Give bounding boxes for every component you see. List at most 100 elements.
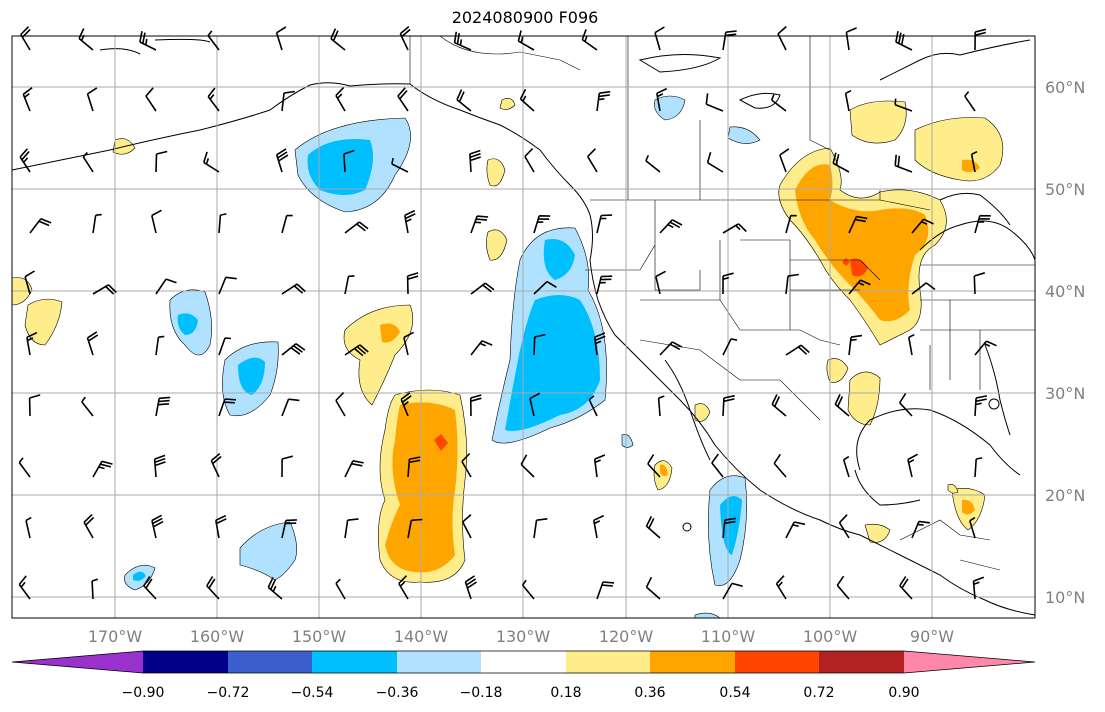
wind-barb — [151, 209, 162, 234]
wind-barb — [533, 518, 548, 539]
wind-barb — [453, 31, 472, 51]
wind-barb — [593, 514, 605, 539]
wind-barb — [647, 454, 661, 478]
wind-barb — [974, 457, 983, 478]
wind-barbs — [18, 25, 997, 600]
wind-barb — [151, 514, 164, 539]
wind-barb — [281, 455, 294, 478]
cbar-label-8: 0.72 — [803, 685, 834, 701]
wind-barb — [139, 31, 157, 51]
wind-barb — [655, 270, 666, 295]
wind-barb — [587, 148, 598, 173]
wind-barb — [275, 148, 289, 173]
wind-barb — [593, 454, 606, 478]
wind-barb — [210, 452, 222, 478]
wind-barb — [81, 396, 94, 417]
lon-tick-140w: 140°W — [394, 627, 449, 646]
cbar-label-3: −0.36 — [376, 685, 419, 701]
wind-barb — [844, 89, 852, 112]
wind-barb — [143, 576, 157, 600]
wind-barb — [461, 514, 472, 539]
wind-barb — [722, 223, 747, 234]
wind-barb — [911, 520, 930, 539]
lon-tick-labels: 170°W 160°W 150°W 140°W 130°W 120°W 110°… — [88, 627, 954, 646]
cbar-extend-low — [12, 651, 143, 673]
wind-barb — [155, 150, 168, 173]
wind-barb — [281, 90, 296, 112]
lon-tick-120w: 120°W — [599, 627, 654, 646]
wind-barb — [391, 157, 409, 173]
graticule — [12, 36, 1035, 618]
cbar-segment — [228, 651, 312, 673]
wind-barb — [722, 517, 736, 539]
lat-tick-labels: 60°N 50°N 40°N 30°N 20°N 10°N — [1045, 78, 1085, 607]
wind-barb — [596, 275, 613, 295]
cbar-segment — [735, 651, 819, 673]
wind-barb — [344, 344, 369, 357]
wind-barb — [344, 221, 369, 234]
wind-barb — [838, 514, 850, 539]
wind-barb — [26, 331, 38, 356]
wind-barb — [456, 89, 472, 112]
lat-tick-40n: 40°N — [1045, 282, 1085, 301]
wind-barb — [785, 214, 797, 234]
cbar-segment — [650, 651, 735, 673]
wind-barb — [842, 455, 850, 478]
map-title: 2024080900 F096 — [451, 8, 599, 27]
wind-barb — [275, 26, 287, 51]
wind-barb — [397, 87, 409, 112]
wind-barb — [706, 151, 724, 173]
wind-barb — [848, 334, 863, 356]
wind-barb — [24, 270, 35, 295]
wind-barb — [91, 578, 99, 600]
wind-barb — [722, 30, 737, 51]
wind-barb — [344, 275, 355, 295]
wind-barb — [469, 149, 481, 173]
wind-barb — [899, 393, 913, 417]
wind-barb — [722, 272, 734, 294]
wind-barb — [20, 26, 31, 51]
wind-barb — [596, 581, 615, 600]
lon-tick-170w: 170°W — [88, 627, 143, 646]
wind-barb — [779, 148, 790, 173]
wind-barb — [974, 28, 987, 51]
wind-barb — [974, 214, 991, 234]
cbar-label-7: 0.54 — [719, 685, 750, 701]
wind-barb — [770, 94, 787, 112]
wind-barb — [659, 219, 683, 234]
wind-barb — [207, 87, 220, 112]
wind-barb — [155, 396, 171, 417]
wind-barb — [28, 394, 41, 417]
wind-barb — [343, 149, 355, 173]
wind-barb — [581, 29, 598, 51]
lon-tick-110w: 110°W — [701, 627, 756, 646]
wind-barb — [907, 453, 918, 478]
wind-barb — [29, 217, 52, 234]
wind-barb — [407, 456, 421, 478]
lat-tick-60n: 60°N — [1045, 78, 1085, 97]
lat-tick-50n: 50°N — [1045, 180, 1085, 199]
wind-barb — [654, 26, 665, 51]
lat-tick-20n: 20°N — [1045, 486, 1085, 505]
wind-barb — [834, 394, 850, 417]
wind-barb — [908, 333, 915, 356]
cbar-label-9: 0.90 — [888, 685, 919, 701]
wind-barb — [400, 392, 412, 417]
wind-barb — [330, 28, 346, 51]
cbar-segment — [397, 651, 481, 673]
political-borders — [409, 35, 1035, 571]
wind-barb — [267, 577, 283, 600]
wind-barb — [398, 575, 409, 600]
cbar-segment — [143, 651, 228, 673]
wind-barb — [894, 98, 913, 112]
wind-barb — [519, 88, 535, 112]
wind-barb — [83, 514, 95, 539]
wind-barb — [593, 332, 606, 356]
lat-tick-10n: 10°N — [1045, 588, 1085, 607]
wind-barb — [218, 276, 237, 295]
cbar-outline — [11, 650, 1036, 674]
wind-barb — [785, 521, 806, 539]
wind-barb — [218, 398, 236, 417]
wind-barb — [520, 454, 535, 478]
